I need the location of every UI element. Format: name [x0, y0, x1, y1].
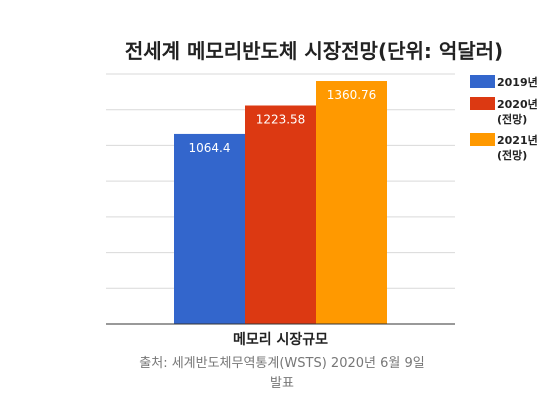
legend-label-1: (전망): [497, 112, 527, 126]
data-label-1: 1223.58: [256, 113, 306, 127]
legend-label-2: 2021년: [497, 133, 538, 147]
legend-swatch-1: [470, 97, 495, 110]
legend-swatch-0: [470, 75, 495, 88]
bar-0: [174, 133, 245, 324]
legend-label-2: (전망): [497, 148, 527, 162]
legend-swatch-2: [470, 133, 495, 146]
data-labels: 1064.4 1223.58 1360.76: [189, 88, 377, 155]
data-label-0: 1064.4: [189, 141, 231, 155]
category-labels: 메모리 시장규모: [233, 331, 328, 348]
chart-title: 전세계 메모리반도체 시장전망(단위: 억달러): [125, 39, 503, 63]
data-label-2: 1360.76: [327, 88, 377, 102]
legend-label-1: 2020년: [497, 97, 538, 111]
source-line: 출처: 세계반도체무역통계(WSTS) 2020년 6월 9일: [139, 356, 424, 371]
bar-2: [316, 81, 387, 324]
source-line: 발표: [270, 376, 294, 391]
bars: [174, 81, 387, 324]
category-label: 메모리 시장규모: [233, 331, 328, 348]
bar-1: [245, 105, 316, 324]
legend-label-0: 2019년: [497, 75, 538, 89]
